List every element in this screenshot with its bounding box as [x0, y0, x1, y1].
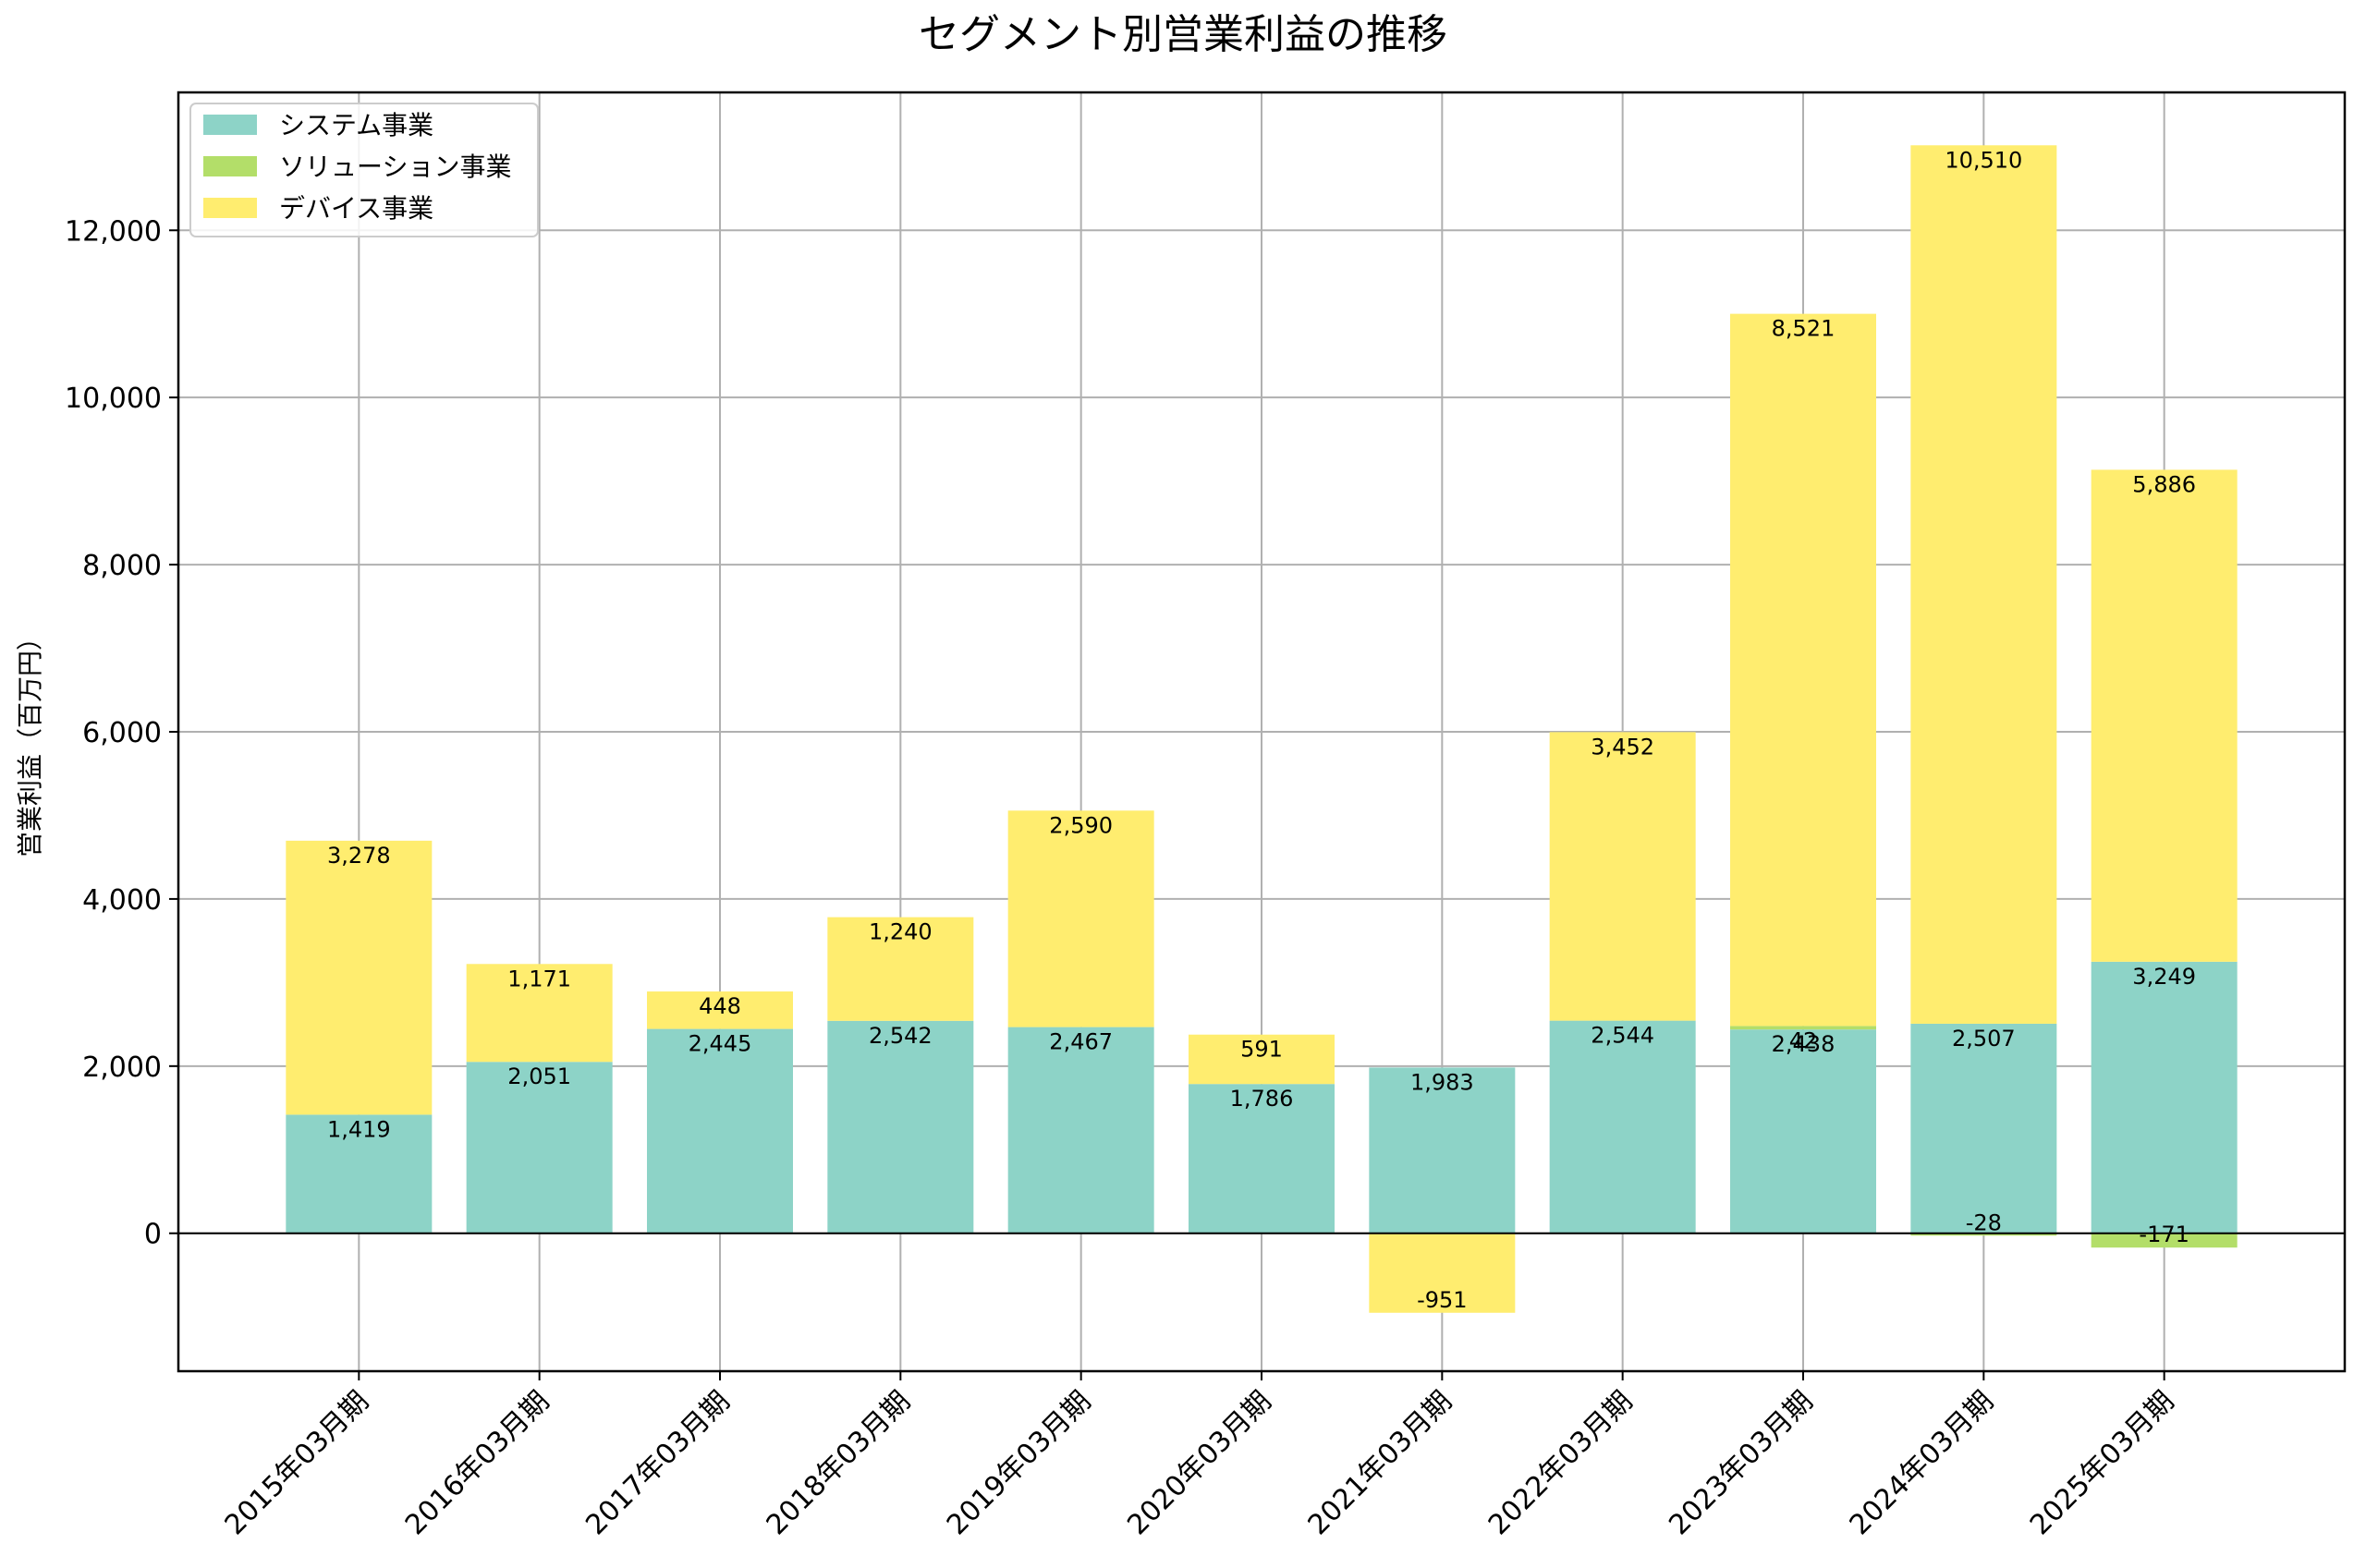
data-label: 2,051	[507, 1064, 571, 1089]
data-label: -951	[1417, 1287, 1467, 1313]
data-label: 2,590	[1049, 812, 1113, 838]
data-label: 5,886	[2132, 471, 2196, 497]
data-label: 3,278	[327, 843, 391, 869]
bar-segment	[1549, 732, 1696, 1021]
legend-label: ソリューション事業	[279, 152, 511, 182]
bar-segment	[647, 1028, 793, 1234]
legend-swatch	[203, 198, 257, 218]
bars	[286, 145, 2238, 1313]
data-label: 42	[1789, 1027, 1818, 1053]
data-label: 1,419	[327, 1116, 391, 1142]
bar-segment	[1189, 1084, 1335, 1234]
bar-segment	[1910, 1233, 2057, 1236]
x-tick-label: 2022年03月期	[1482, 1385, 1639, 1541]
bar-segment	[1007, 1027, 1154, 1234]
legend-swatch	[203, 156, 257, 176]
data-label: 8,521	[1772, 316, 1835, 342]
bar-segment	[2091, 961, 2238, 1234]
data-label: 10,510	[1945, 147, 2022, 173]
x-tick-label: 2019年03月期	[941, 1385, 1097, 1541]
bar-segment	[1730, 313, 1876, 1027]
x-tick-label: 2020年03月期	[1121, 1385, 1277, 1541]
data-label: -171	[2139, 1222, 2189, 1247]
bar-segment	[286, 1114, 433, 1234]
data-label: 1,171	[507, 966, 571, 991]
y-tick-label: 8,000	[82, 550, 162, 582]
x-tick-label: 2018年03月期	[761, 1385, 917, 1541]
bar-segment	[1910, 1023, 2057, 1234]
bar-segment	[647, 991, 793, 1029]
y-tick-label: 6,000	[82, 717, 162, 749]
bar-segment	[1369, 1233, 1516, 1313]
y-axis-label: 営業利益（百万円）	[15, 625, 45, 857]
y-tick-label: 4,000	[82, 884, 162, 917]
bar-segment	[827, 1020, 974, 1234]
data-label: 2,542	[869, 1023, 933, 1049]
legend-box	[189, 103, 539, 237]
bar-segment	[2091, 1233, 2238, 1248]
x-tick-label: 2017年03月期	[579, 1385, 736, 1541]
x-tick-label: 2015年03月期	[219, 1385, 375, 1541]
bar-segment	[2091, 469, 2238, 962]
bar-segment	[827, 917, 974, 1021]
bar-segment	[466, 1062, 613, 1234]
bar-segment	[1730, 1029, 1876, 1234]
legend-swatch	[203, 115, 257, 135]
bar-segment	[286, 840, 433, 1115]
data-label: 1,240	[869, 919, 933, 945]
bar-segment	[1910, 145, 2057, 1024]
y-tick-label: 2,000	[82, 1051, 162, 1084]
legend-label: システム事業	[279, 110, 433, 140]
data-label: 591	[1240, 1037, 1283, 1063]
data-label: 2,544	[1591, 1023, 1654, 1049]
legend-label: デバイス事業	[279, 193, 433, 224]
bar-segment	[1369, 1067, 1516, 1234]
data-label: 3,249	[2132, 964, 2196, 990]
data-label: 2,507	[1952, 1026, 2016, 1051]
x-tick-label: 2024年03月期	[1844, 1385, 2000, 1541]
data-labels: 1,419 2,051 2,445 2,542 2,467 1,786 1,983 2,544…	[327, 147, 2196, 1313]
data-label: 448	[699, 993, 741, 1019]
x-tick-label: 2023年03月期	[1663, 1385, 1819, 1541]
x-tick-label: 2025年03月期	[2024, 1385, 2180, 1541]
bar-segment	[1007, 810, 1154, 1027]
x-tick-label: 2021年03月期	[1302, 1385, 1458, 1541]
y-tick-label: 12,000	[65, 215, 162, 248]
data-label: 2,467	[1049, 1029, 1113, 1055]
data-label: 3,452	[1591, 734, 1654, 760]
bar-segment	[466, 964, 613, 1063]
data-label: -28	[1966, 1209, 2002, 1235]
bar-segment	[1730, 1026, 1876, 1030]
data-label: 2,438	[1772, 1031, 1835, 1057]
chart-title: セグメント別営業利益の推移	[919, 11, 1447, 58]
data-label: 1,786	[1230, 1086, 1294, 1112]
data-label: 2,445	[689, 1031, 752, 1057]
x-tick-label: 2016年03月期	[399, 1385, 555, 1541]
data-label: 1,983	[1410, 1069, 1474, 1095]
bar-segment	[1549, 1020, 1696, 1234]
y-tick-label: 0	[144, 1219, 162, 1251]
y-tick-label: 10,000	[65, 383, 162, 415]
bar-segment	[1189, 1034, 1335, 1085]
